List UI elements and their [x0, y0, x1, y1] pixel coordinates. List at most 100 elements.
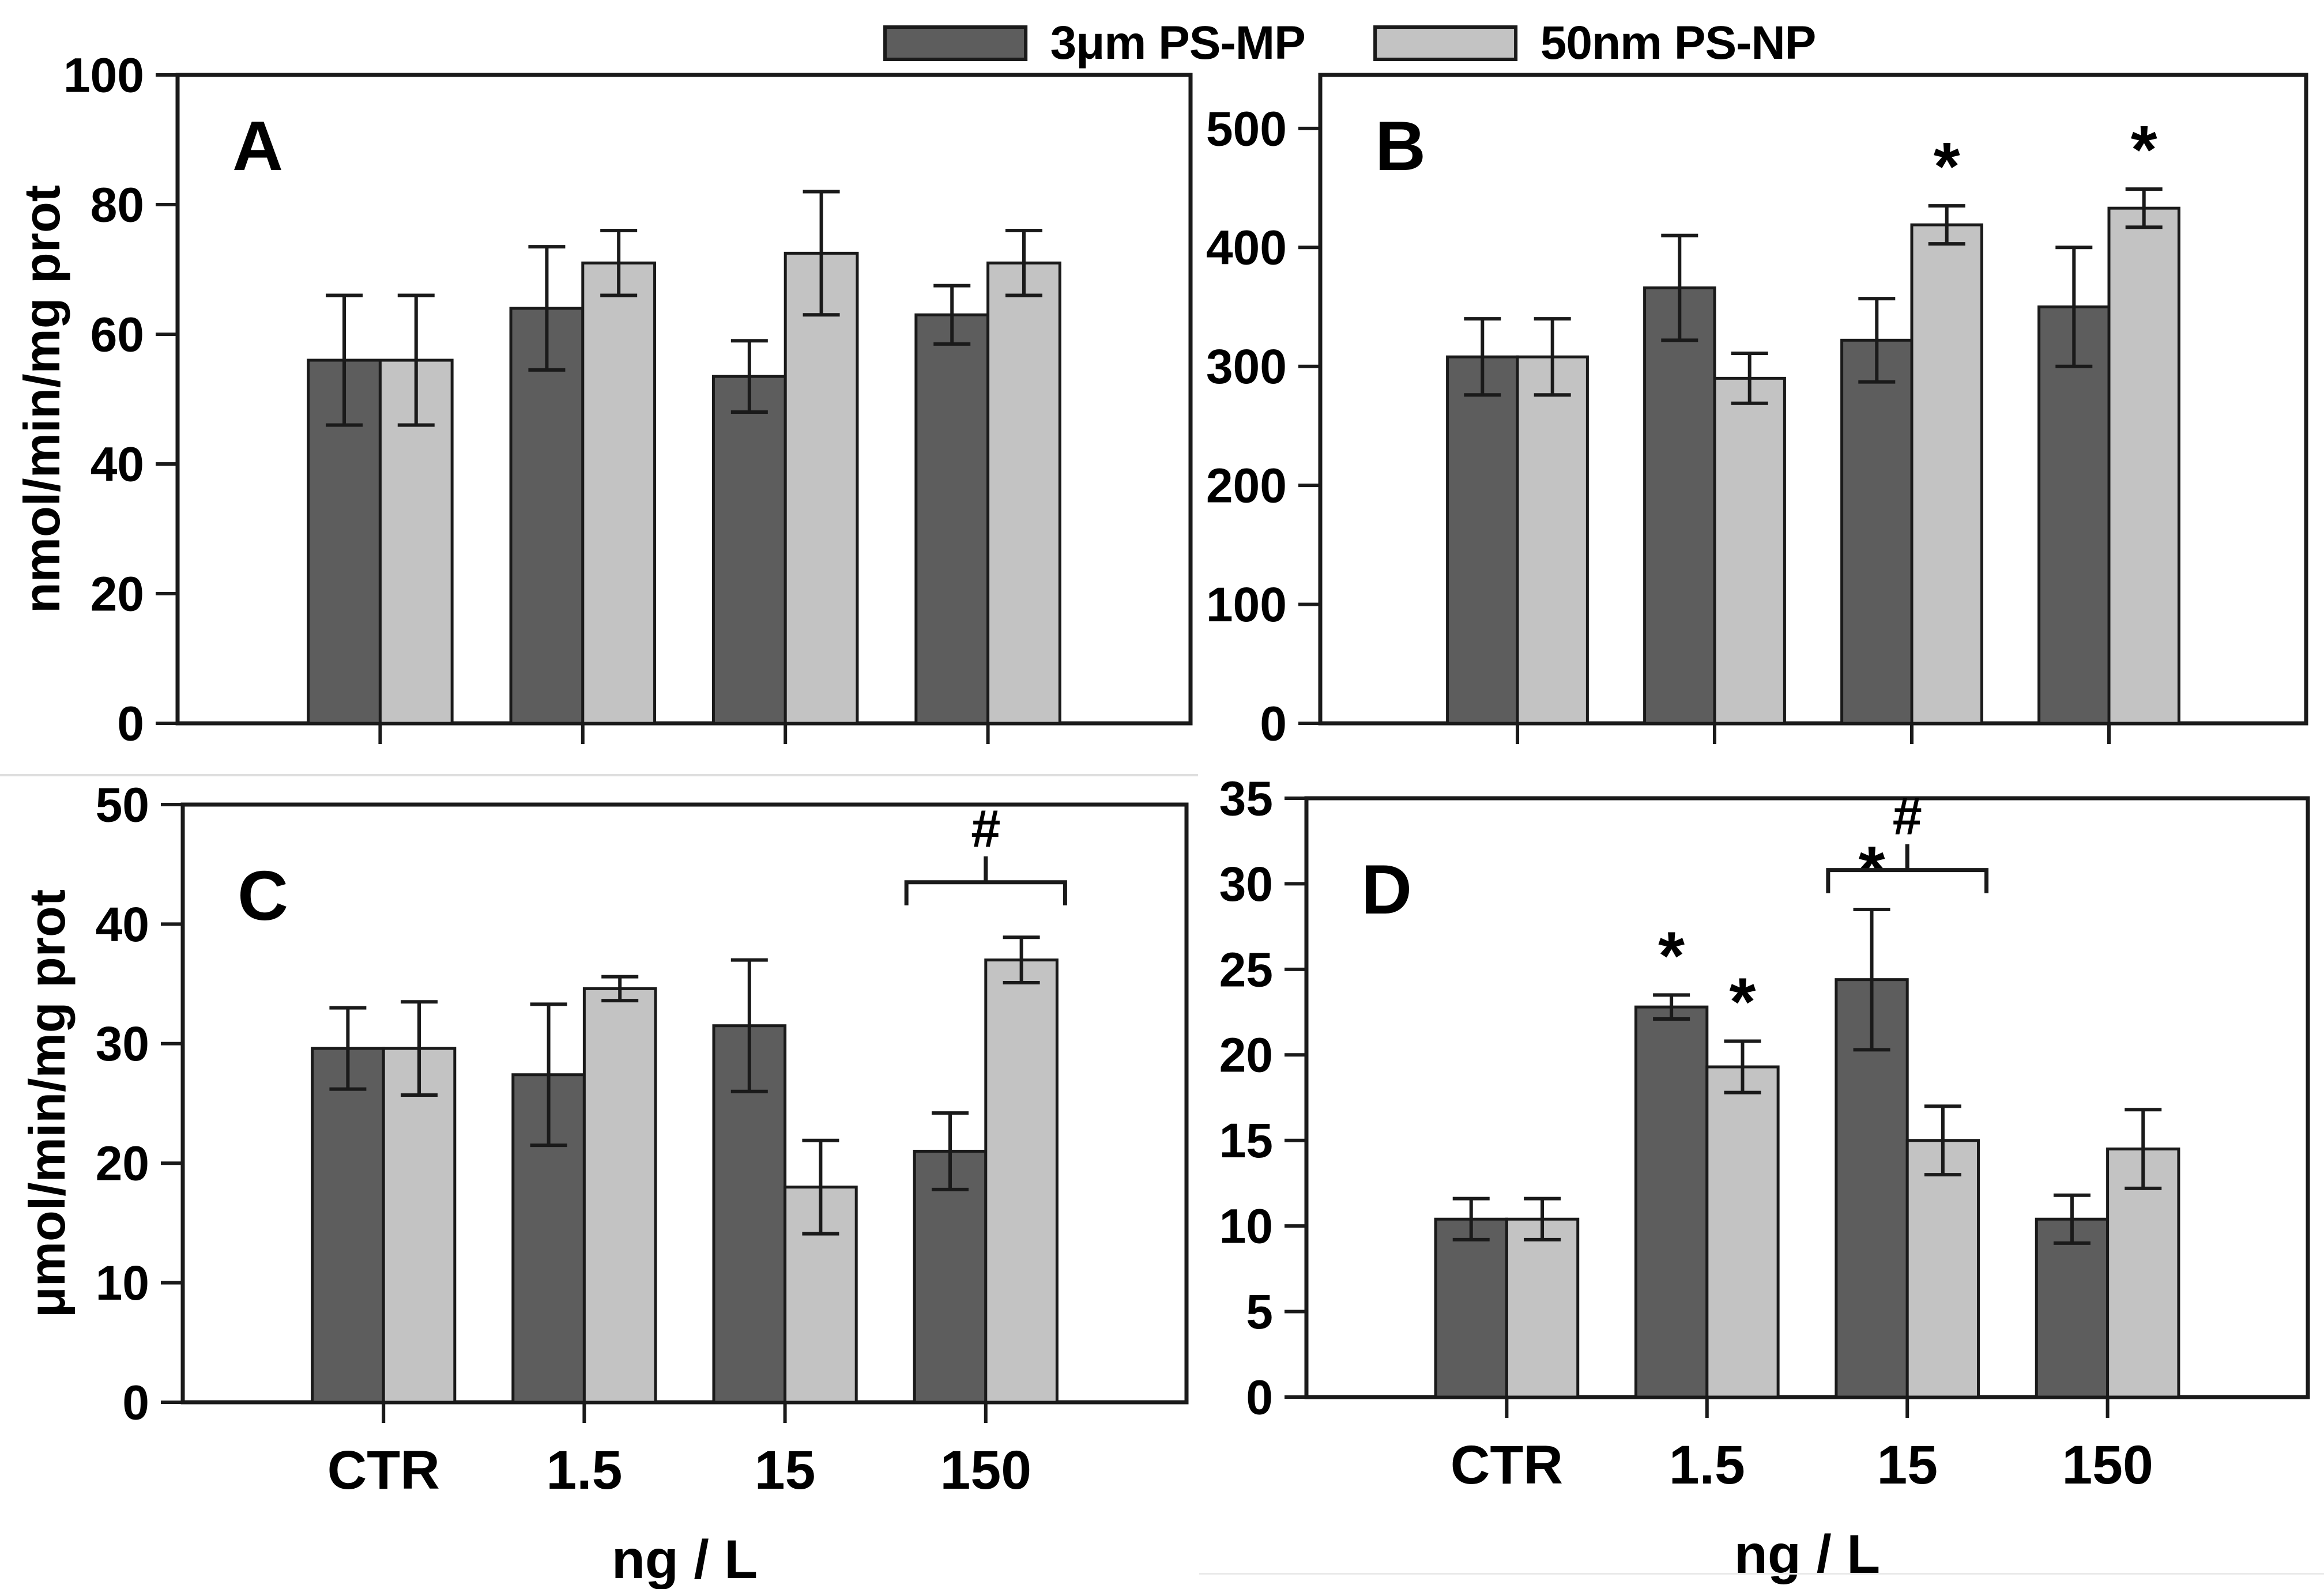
error-bar-mp-150 — [2055, 246, 2093, 368]
error-bar-mp-CTR — [1452, 1197, 1490, 1241]
bar-np-15 — [1905, 1139, 1980, 1399]
error-bar-np-150 — [1005, 229, 1042, 297]
y-tick-label: 25 — [1219, 942, 1273, 997]
legend: 3μm PS-MP 50nm PS-NP — [883, 16, 1816, 70]
bar-mp-CTR — [311, 1047, 385, 1404]
x-tick-label: 15 — [755, 1440, 816, 1501]
bar-mp-15 — [711, 375, 787, 725]
bar-np-1.5 — [582, 987, 657, 1404]
error-bar-mp-150 — [931, 1111, 969, 1191]
error-bar-np-CTR — [397, 293, 435, 427]
x-tick-label: 1.5 — [1669, 1435, 1745, 1496]
y-tick-label: 50 — [96, 777, 149, 832]
panel-C: 0 10 20 30 40 50 CTR 1.5 15 150 ng / L μmol/min/mg … — [18, 777, 1189, 1589]
y-tick-label: 20 — [96, 1137, 149, 1191]
error-bar-np-1.5 — [1731, 352, 1768, 405]
panel-A: 0 20 40 60 80 100 nmol/min/mg prot A — [13, 48, 1193, 750]
error-bar-mp-15 — [730, 958, 768, 1093]
x-tick-label: 150 — [940, 1440, 1032, 1501]
error-bar-mp-15 — [730, 339, 768, 414]
y-tick-label: 0 — [1246, 1370, 1273, 1424]
legend-item-mp: 3μm PS-MP — [883, 16, 1306, 70]
panel-B-plot: 0 100 200 300 400 500 B * * — [1206, 73, 2308, 750]
bar-np-1.5 — [581, 261, 657, 725]
significance-hash: # — [971, 799, 1000, 858]
y-tick-label: 40 — [96, 897, 149, 952]
x-tick-label: CTR — [327, 1440, 440, 1501]
panel-D: 0 5 10 15 20 25 30 35 CTR 1.5 15 150 ng / L D * * * # — [1219, 771, 2310, 1585]
bar-np-CTR — [382, 1047, 457, 1404]
bar-np-150 — [2107, 206, 2180, 725]
y-tick-label: 20 — [91, 567, 144, 621]
x-tick-label: 1.5 — [546, 1440, 622, 1501]
y-tick-label: 15 — [1219, 1114, 1273, 1168]
y-tick-label: 0 — [1260, 696, 1287, 750]
error-bar-np-CTR — [1524, 1197, 1561, 1241]
bar-np-150 — [2106, 1148, 2180, 1399]
error-bar-np-150 — [2125, 187, 2163, 229]
y-tick-label: 10 — [1219, 1199, 1273, 1254]
error-bar-np-150 — [1003, 935, 1040, 985]
bar-np-150 — [986, 261, 1061, 725]
y-tick-label: 0 — [117, 696, 144, 750]
error-bar-np-1.5 — [600, 229, 638, 297]
significance-bracket: # — [1826, 787, 1989, 893]
y-axis-label: nmol/min/mg prot — [13, 185, 70, 613]
bar-mp-150 — [914, 313, 990, 725]
error-bar-np-15 — [1924, 1104, 1961, 1177]
error-bar-mp-CTR — [1464, 317, 1501, 397]
panel-letter: D — [1361, 850, 1412, 929]
y-tick-label: 20 — [1219, 1028, 1273, 1082]
error-bar-mp-CTR — [329, 1006, 367, 1091]
x-tick-label: 150 — [2062, 1435, 2153, 1496]
significance-asterisk: * — [1730, 964, 1756, 1040]
separator-line-bottom-right — [1199, 1573, 2324, 1575]
x-axis-label: ng / L — [612, 1529, 758, 1589]
y-tick-label: 5 — [1246, 1285, 1273, 1339]
y-tick-label: 10 — [96, 1256, 149, 1310]
panel-letter: B — [1375, 107, 1426, 185]
bar-mp-150 — [2037, 305, 2111, 725]
bar-mp-CTR — [1434, 1217, 1508, 1399]
error-bar-np-15 — [803, 190, 840, 317]
panel-A-plot: 0 20 40 60 80 100 nmol/min/mg prot A — [13, 48, 1193, 750]
legend-item-np: 50nm PS-NP — [1373, 16, 1816, 70]
bar-mp-150 — [913, 1149, 988, 1404]
y-tick-label: 35 — [1219, 771, 1273, 825]
y-axis-label: μmol/min/mg prot — [18, 889, 76, 1318]
y-tick-label: 100 — [63, 48, 144, 102]
legend-swatch-np-icon — [1373, 25, 1517, 61]
error-bar-mp-150 — [2053, 1193, 2091, 1245]
error-bar-np-1.5 — [601, 975, 639, 1003]
x-tick-label: CTR — [1451, 1435, 1563, 1496]
y-tick-label: 100 — [1206, 578, 1287, 632]
error-bar-mp-1.5 — [530, 1002, 567, 1148]
panel-letter: C — [238, 856, 288, 935]
bar-mp-15 — [1840, 338, 1914, 725]
error-bar-np-CTR — [401, 1000, 438, 1097]
bar-np-CTR — [1505, 1217, 1580, 1399]
error-bar-mp-1.5 — [1661, 233, 1698, 342]
panel-letter: A — [232, 107, 283, 185]
panel-C-plot: 0 10 20 30 40 50 CTR 1.5 15 150 ng / L μmol/min/mg … — [18, 777, 1189, 1589]
y-tick-label: 500 — [1206, 101, 1287, 156]
y-tick-label: 80 — [91, 178, 144, 232]
x-axis-label: ng / L — [1734, 1524, 1880, 1585]
significance-asterisk: * — [1658, 918, 1685, 994]
bar-np-15 — [1910, 223, 1983, 725]
error-bar-mp-1.5 — [1653, 993, 1690, 1021]
error-bar-np-15 — [1928, 204, 1965, 246]
error-bar-np-15 — [802, 1138, 839, 1236]
legend-swatch-mp-icon — [883, 25, 1027, 61]
bar-mp-CTR — [1446, 355, 1519, 725]
bar-np-150 — [984, 958, 1059, 1404]
bar-np-1.5 — [1713, 376, 1786, 725]
error-bar-np-CTR — [1534, 317, 1571, 397]
y-tick-label: 30 — [1219, 857, 1273, 911]
y-tick-label: 0 — [122, 1375, 149, 1429]
significance-bracket: # — [904, 799, 1067, 905]
y-tick-label: 200 — [1206, 459, 1287, 513]
y-tick-label: 60 — [91, 307, 144, 361]
